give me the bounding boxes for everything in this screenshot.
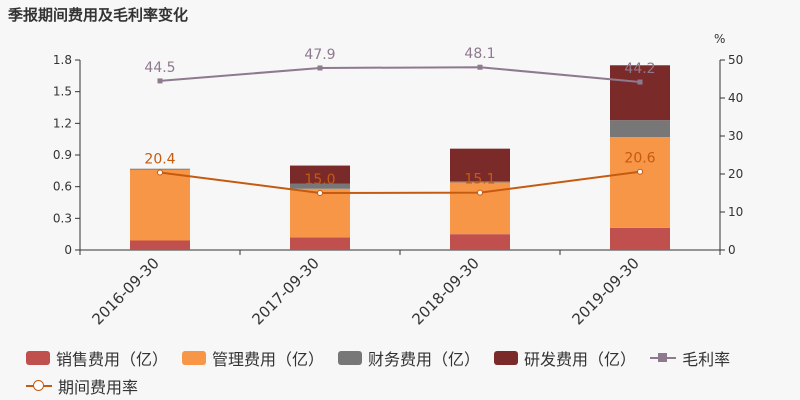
bar-segment [450,234,510,250]
data-label: 15.0 [304,172,335,188]
legend-label: 销售费用（亿） [56,350,169,369]
chart-title: 季报期间费用及毛利率变化 [8,6,189,24]
legend-item[interactable]: 管理费用（亿） [182,344,324,372]
legend-swatch [182,351,207,365]
left-tick-label: 0.3 [53,211,72,225]
right-tick-label: 10 [728,205,743,219]
right-tick-label: 20 [728,167,743,181]
bar-segment [130,169,190,241]
legend-item[interactable]: 毛利率 [650,344,730,372]
line-marker [477,64,483,70]
series-line [159,170,641,195]
x-tick-label: 2017-09-30 [248,254,322,328]
line-marker [637,168,643,175]
x-tick-label: 2018-09-30 [408,254,482,328]
bar-segment [290,237,350,250]
legend-line-icon [26,379,52,393]
right-tick-label: 30 [728,129,743,143]
right-axis-unit: % [714,32,725,46]
bar-segment [130,240,190,250]
line-marker [317,190,323,196]
data-label: 20.4 [144,151,175,167]
data-label: 20.6 [624,151,655,167]
legend-item[interactable]: 财务费用（亿） [338,344,480,372]
x-tick-label: 2019-09-30 [568,254,642,328]
bar-segment [610,227,670,250]
line-marker [317,65,323,71]
left-tick-label: 1.5 [53,85,72,99]
bar-segment [290,188,350,238]
line-marker [477,189,483,196]
line-marker [157,169,163,176]
bar-series [130,65,670,250]
right-tick-label: 40 [728,91,743,105]
legend-item[interactable]: 期间费用率 [26,372,138,400]
data-label: 48.1 [464,46,495,62]
bar-segment [130,168,190,170]
legend-label: 管理费用（亿） [212,350,325,369]
legend: 销售费用（亿） 管理费用（亿） 财务费用（亿） 研发费用（亿） 毛利率期间费用率 [26,344,796,400]
left-tick-label: 0.9 [53,148,72,162]
legend-label: 毛利率 [682,350,731,369]
left-tick-label: 1.8 [53,53,72,67]
bar-segment [450,181,510,183]
data-label: 44.2 [624,61,655,77]
legend-swatch [494,351,519,365]
circle-marker-icon [33,380,44,391]
left-tick-label: 0.6 [53,180,72,194]
square-marker-icon [658,353,668,362]
legend-label: 期间费用率 [58,378,139,397]
bar-segment [290,183,350,189]
series-line [159,66,641,84]
right-tick-label: 50 [728,53,743,67]
data-label: 15.1 [464,172,495,188]
line-marker [157,78,163,84]
left-tick-label: 0 [64,243,72,257]
legend-item[interactable]: 销售费用（亿） [26,344,168,372]
chart-canvas: 0 0.3 0.6 0.9 1.2 1.5 1.8 0 10 20 30 40 50% 2016-09-3… [53,32,743,328]
data-label: 47.9 [304,47,335,63]
legend-label: 研发费用（亿） [524,350,637,369]
legend-line-icon [650,351,677,365]
data-label: 44.5 [144,60,175,76]
bar-segment [610,65,670,121]
bar-segment [290,165,350,184]
bar-segment [610,120,670,138]
legend-swatch [26,351,50,365]
right-tick-label: 0 [728,243,736,257]
bar-segment [610,137,670,228]
legend-swatch [338,351,363,365]
x-tick-label: 2016-09-30 [88,254,162,328]
bar-segment [450,148,510,182]
legend-item[interactable]: 研发费用（亿） [494,344,636,372]
line-series [157,64,643,196]
legend-label: 财务费用（亿） [368,350,481,369]
line-marker [637,79,643,85]
left-tick-label: 1.2 [53,116,72,130]
data-labels: 44.5 47.9 48.1 44.2 20.4 15.0 15.1 20.6 [144,46,655,188]
